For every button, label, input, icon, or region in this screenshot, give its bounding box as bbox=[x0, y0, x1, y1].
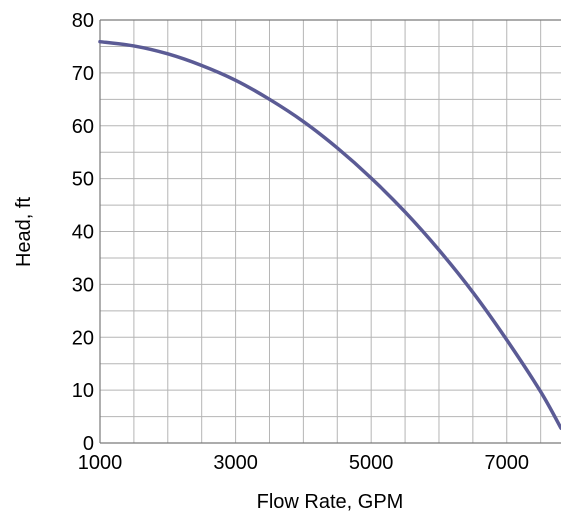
y-tick-label: 20 bbox=[72, 327, 94, 349]
y-tick-label: 30 bbox=[72, 274, 94, 296]
y-tick-label: 40 bbox=[72, 222, 94, 244]
x-tick-label: 3000 bbox=[213, 452, 258, 474]
series-group bbox=[98, 39, 561, 430]
y-tick-labels: 0 10 20 30 40 50 60 70 80 bbox=[72, 10, 94, 455]
y-tick-label: 50 bbox=[72, 169, 94, 191]
y-tick-label: 0 bbox=[83, 433, 94, 455]
x-tick-label: 5000 bbox=[349, 452, 394, 474]
y-axis-label: Head, ft bbox=[13, 197, 35, 267]
y-tick-label: 70 bbox=[72, 63, 94, 85]
x-tick-labels: 1000 3000 5000 7000 bbox=[78, 452, 529, 474]
x-tick-label: 1000 bbox=[78, 452, 123, 474]
y-tick-label: 80 bbox=[72, 10, 94, 32]
x-axis-label: Flow Rate, GPM bbox=[257, 491, 404, 513]
y-tick-label: 10 bbox=[72, 380, 94, 402]
series-line bbox=[98, 39, 561, 430]
y-tick-label: 60 bbox=[72, 116, 94, 138]
x-tick-label: 7000 bbox=[485, 452, 530, 474]
grid bbox=[99, 19, 561, 444]
plot-frame bbox=[99, 19, 561, 444]
